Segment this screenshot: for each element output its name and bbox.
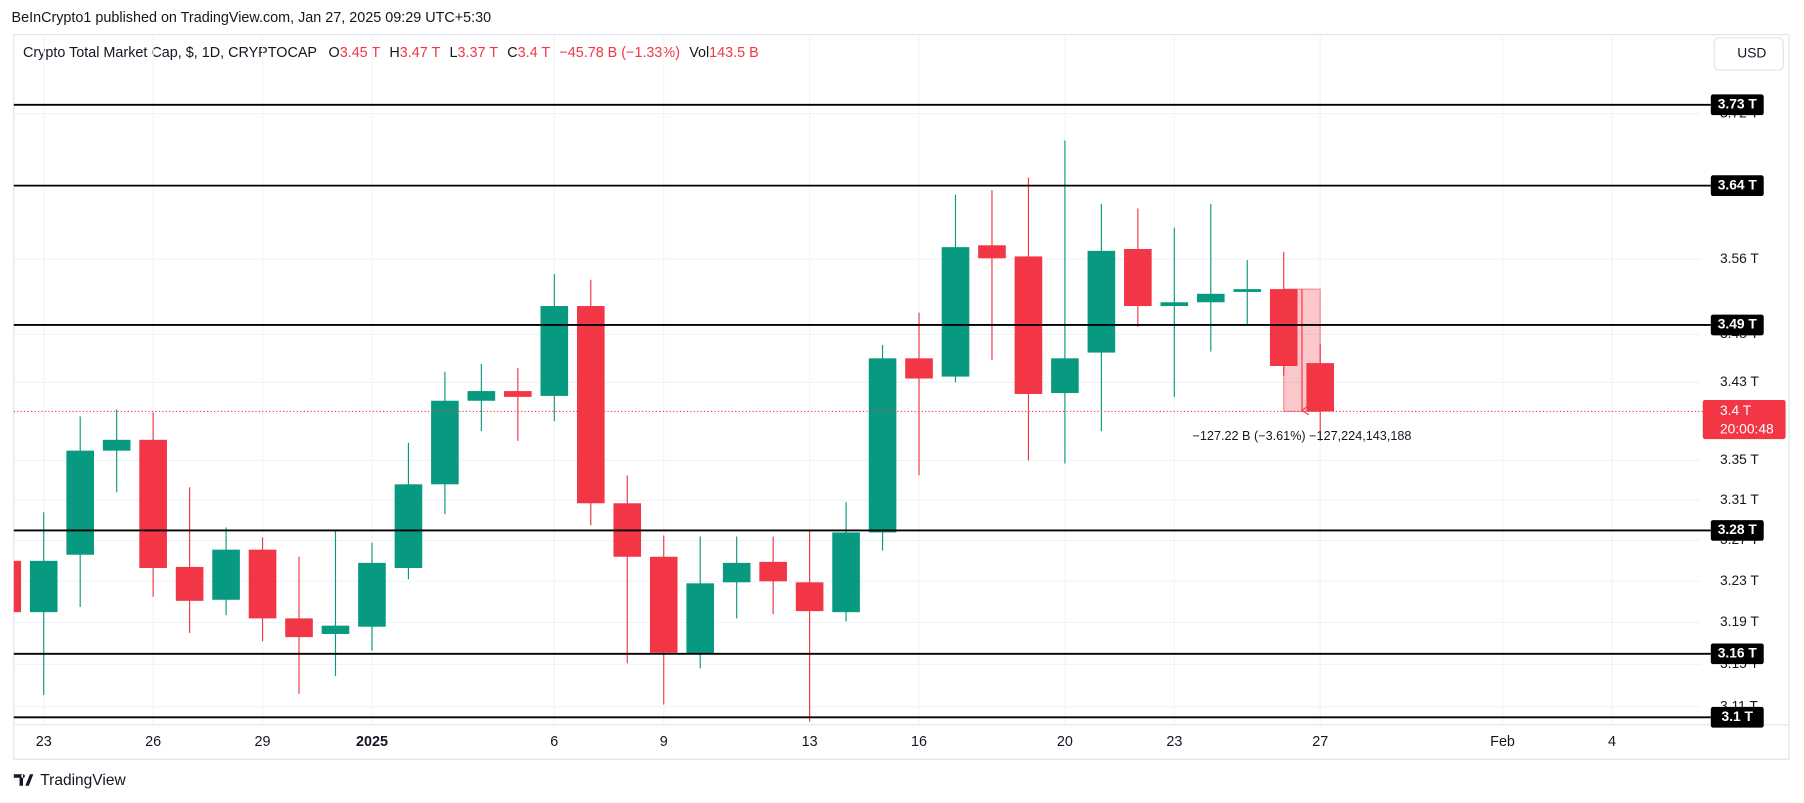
level-label-box: [1710, 643, 1764, 665]
x-tick-label: 16: [911, 734, 927, 750]
candle-body: [795, 582, 824, 612]
logo-icon[interactable]: [13, 774, 34, 786]
level-label-box: [1710, 94, 1764, 116]
level-label-box: [1710, 314, 1764, 336]
candle-body: [321, 625, 350, 634]
y-tick-label: 3.43 T: [1720, 374, 1759, 389]
candle-body: [285, 618, 313, 638]
candle-body: [102, 439, 131, 451]
candle-body: [905, 358, 933, 379]
symbol-name: Crypto Total Market Cap, $, 1D, CRYPTOCA…: [23, 45, 317, 61]
currency-button-frame[interactable]: [1713, 37, 1784, 71]
level-label: 3.64 T: [1718, 177, 1758, 192]
x-tick-label: 13: [802, 734, 818, 750]
attribution: BeInCrypto1 published on TradingView.com…: [12, 10, 492, 26]
candle-body: [540, 306, 569, 396]
candle-body: [175, 566, 204, 601]
candle-body: [576, 306, 605, 504]
x-tick-label: 9: [660, 734, 668, 750]
level-label: 3.1 T: [1722, 709, 1754, 724]
candle-body: [868, 358, 897, 533]
x-tick-label: 20: [1057, 734, 1073, 750]
x-tick-label: 29: [255, 734, 271, 750]
y-tick-label: 3.56 T: [1720, 251, 1759, 266]
vol-value: 143.5 B: [709, 45, 759, 61]
logo[interactable]: TradingView: [13, 772, 127, 789]
candle-body: [1196, 293, 1225, 303]
candle-body: [978, 245, 1006, 259]
change: −45.78 B (−1.33%): [559, 45, 680, 61]
candle-body: [1160, 302, 1189, 307]
x-tick-label: 4: [1608, 734, 1616, 750]
ohlc-key: O: [329, 45, 340, 61]
legend: Crypto Total Market Cap, $, 1D, CRYPTOCA…: [23, 45, 759, 61]
level-label-box: [1710, 175, 1764, 196]
candle-body: [941, 247, 970, 377]
y-tick-label: 3.35 T: [1720, 452, 1759, 467]
ohlc-key: C: [507, 45, 517, 61]
candle-body: [722, 562, 751, 583]
candle-body: [1051, 358, 1079, 394]
ohlc-key: H: [389, 45, 399, 61]
grid: [13, 34, 1701, 725]
ohlc-value: 3.4 T: [518, 45, 551, 61]
currency-button[interactable]: USD: [1713, 37, 1784, 71]
vol-key: Vol: [689, 45, 709, 61]
level-label-box: [1710, 706, 1764, 728]
candle-body: [66, 450, 94, 555]
x-tick-label: 27: [1312, 734, 1328, 750]
x-tick-label: 2025: [356, 734, 388, 750]
candle-body: [832, 532, 860, 613]
candle-body: [13, 560, 22, 613]
y-tick-label: 3.23 T: [1720, 573, 1759, 588]
candle-body: [649, 556, 678, 653]
ohlc-value: 3.37 T: [458, 45, 499, 61]
candle-body: [1087, 250, 1116, 353]
ohlc-key: L: [450, 45, 458, 61]
ohlc-value: 3.45 T: [340, 45, 381, 61]
candle-body: [431, 400, 459, 485]
candle-body: [358, 562, 386, 627]
x-tick-label: 26: [145, 734, 161, 750]
chart-frame: [13, 33, 1790, 760]
candles: [13, 140, 1335, 722]
level-label: 3.73 T: [1718, 96, 1758, 111]
logo-text[interactable]: TradingView: [40, 772, 126, 789]
level-label: 3.16 T: [1718, 645, 1758, 660]
candle-body: [1233, 289, 1262, 292]
x-tick-label: 6: [550, 734, 558, 750]
y-tick-label: 3.19 T: [1720, 614, 1759, 629]
ohlc-value: 3.47 T: [400, 45, 441, 61]
level-label-box: [1710, 520, 1764, 541]
candle-body: [759, 561, 787, 582]
candle-body: [467, 391, 496, 401]
candle-body: [29, 560, 58, 613]
candle-body: [1124, 248, 1152, 307]
candle-body: [686, 583, 715, 654]
candle-body: [212, 549, 240, 600]
measure-label: −127.22 B (−3.61%) −127,224,143,188: [1193, 429, 1412, 443]
last-price-label: 3.4 T: [1720, 403, 1752, 418]
countdown-label: 20:00:48: [1720, 422, 1774, 437]
candle-body: [394, 484, 423, 568]
candle-body: [139, 439, 167, 568]
level-label: 3.49 T: [1718, 317, 1758, 332]
currency-label[interactable]: USD: [1737, 46, 1766, 61]
x-tick-label: 23: [36, 734, 52, 750]
y-tick-label: 3.31 T: [1720, 492, 1759, 507]
candle-body: [248, 549, 277, 619]
x-tick-label: 23: [1166, 734, 1182, 750]
level-label: 3.28 T: [1718, 522, 1758, 537]
x-tick-label: Feb: [1490, 734, 1515, 750]
candle-body: [504, 391, 532, 397]
last-price-box: [1702, 399, 1786, 440]
